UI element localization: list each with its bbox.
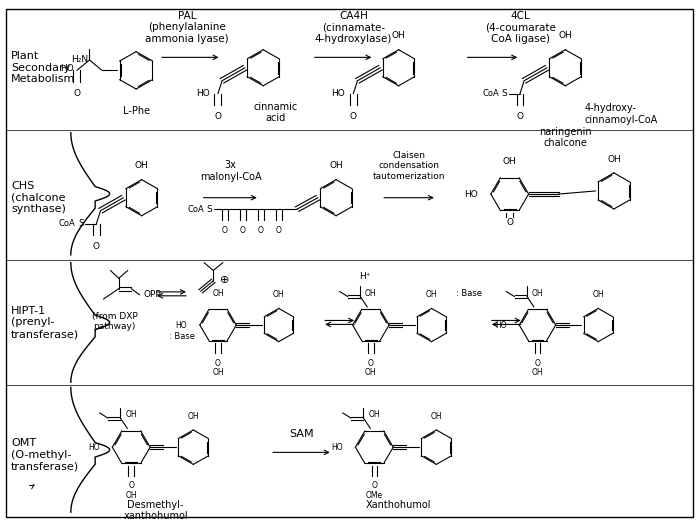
Text: Plant
Secondary
Metabolism: Plant Secondary Metabolism (11, 51, 76, 84)
Text: OH: OH (365, 368, 377, 377)
Text: OH: OH (188, 412, 199, 421)
Text: HO: HO (196, 89, 209, 98)
Text: OH: OH (365, 289, 377, 298)
Text: O: O (506, 218, 513, 227)
Text: CHS
(chalcone
synthase): CHS (chalcone synthase) (11, 181, 66, 214)
Text: O: O (258, 226, 264, 235)
Text: OH: OH (273, 290, 285, 299)
Text: S: S (78, 219, 84, 228)
Text: O: O (222, 226, 228, 235)
Text: O: O (214, 112, 221, 121)
Text: L-Phe: L-Phe (122, 106, 150, 116)
Text: OH: OH (430, 412, 442, 421)
Text: OH: OH (368, 410, 380, 419)
Text: O: O (74, 88, 80, 97)
Text: O: O (93, 242, 100, 251)
Text: O: O (240, 226, 246, 235)
Text: O: O (517, 112, 524, 121)
Text: OH: OH (212, 368, 224, 377)
Text: O: O (215, 359, 221, 368)
Text: 4CL
(4-coumarate
CoA ligase): 4CL (4-coumarate CoA ligase) (484, 11, 556, 44)
Text: CA4H
(cinnamate-
4-hydroxylase): CA4H (cinnamate- 4-hydroxylase) (315, 11, 392, 44)
Text: CoA: CoA (482, 89, 499, 98)
Text: Claisen
condensation
tautomerization: Claisen condensation tautomerization (373, 151, 445, 180)
Text: OH: OH (125, 491, 137, 500)
Text: (from DXP
pathway): (from DXP pathway) (92, 312, 137, 332)
Text: PAL
(phenylalanine
ammonia lyase): PAL (phenylalanine ammonia lyase) (145, 11, 229, 44)
Text: HO: HO (60, 65, 74, 74)
Text: HO: HO (495, 321, 507, 330)
Text: OH: OH (592, 290, 604, 299)
Text: H₂N: H₂N (71, 56, 88, 65)
Text: HO: HO (465, 189, 478, 198)
Text: OH: OH (559, 31, 572, 40)
Text: O: O (535, 359, 540, 368)
Text: HO: HO (88, 443, 100, 452)
Text: ⊕: ⊕ (220, 275, 230, 285)
Text: cinnamic
acid: cinnamic acid (253, 102, 298, 123)
Text: OH: OH (532, 368, 543, 377)
Text: CoA: CoA (188, 205, 204, 214)
Text: OH: OH (329, 161, 343, 170)
Text: OPP: OPP (144, 290, 162, 299)
Text: OMe: OMe (365, 491, 383, 500)
Text: OH: OH (125, 410, 137, 419)
Text: HO: HO (331, 443, 343, 452)
Text: OH: OH (212, 289, 224, 298)
Text: Desmethyl-
xanthohumol: Desmethyl- xanthohumol (123, 500, 188, 521)
Text: O: O (276, 226, 282, 235)
Text: Xanthohumol: Xanthohumol (366, 500, 431, 509)
Text: O: O (350, 112, 357, 121)
Text: OH: OH (503, 157, 517, 166)
Text: 3x
malonyl-CoA: 3x malonyl-CoA (199, 160, 261, 182)
Text: O: O (368, 359, 374, 368)
Text: S: S (502, 89, 508, 98)
Text: O: O (372, 481, 377, 490)
Text: 4-hydroxy-
cinnamoyl-CoA: 4-hydroxy- cinnamoyl-CoA (584, 103, 658, 125)
Text: H⁺: H⁺ (360, 272, 371, 281)
Text: HO: HO (331, 89, 345, 98)
Text: SAM: SAM (289, 430, 314, 440)
Text: S: S (206, 205, 212, 214)
Text: OH: OH (135, 161, 148, 170)
Text: : Base: : Base (456, 289, 482, 298)
Text: CoA: CoA (59, 219, 76, 228)
Text: OH: OH (607, 154, 621, 163)
Text: : Base: : Base (169, 332, 195, 341)
Text: HO: HO (176, 321, 188, 330)
Text: OH: OH (392, 31, 405, 40)
Text: OH: OH (426, 290, 438, 299)
Text: naringenin
chalcone: naringenin chalcone (539, 127, 592, 148)
Text: OH: OH (532, 289, 543, 298)
Text: HIPT-1
(prenyl-
transferase): HIPT-1 (prenyl- transferase) (11, 306, 79, 339)
Text: OMT
(O-methyl-
transferase): OMT (O-methyl- transferase) (11, 439, 79, 471)
Text: O: O (128, 481, 134, 490)
